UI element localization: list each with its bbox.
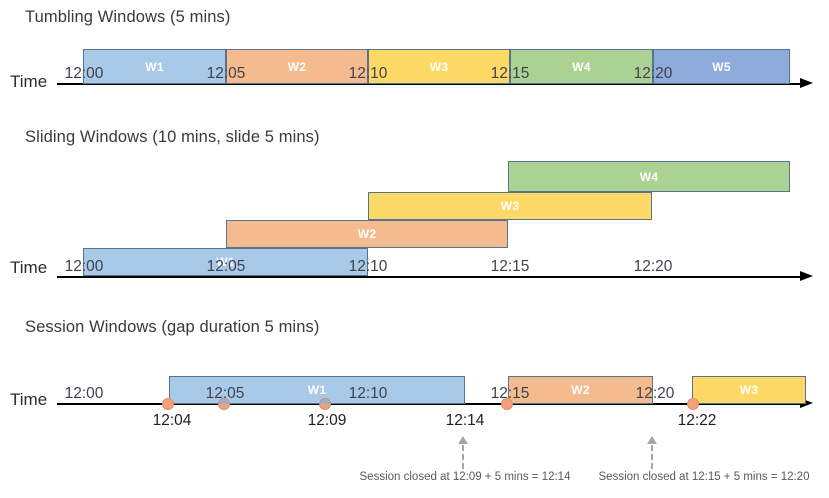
session-windows-tick-1215: 12:15 bbox=[490, 385, 530, 402]
sliding-windows-tick-1215: 12:15 bbox=[490, 258, 530, 275]
window-bar-label: W1 bbox=[145, 59, 164, 74]
window-bar-label: W5 bbox=[712, 59, 731, 74]
sliding-windows-tick-1220: 12:20 bbox=[633, 258, 673, 275]
callout-arrow-tail bbox=[651, 445, 653, 469]
tumbling-windows-tick-1205: 12:05 bbox=[206, 65, 246, 82]
tumbling-windows-window-w5: W5 bbox=[653, 49, 790, 84]
session-windows-tick-1205: 12:05 bbox=[205, 385, 245, 402]
tumbling-windows-title: Tumbling Windows (5 mins) bbox=[25, 8, 231, 26]
event-dot-1205 bbox=[218, 398, 230, 410]
session-windows-tick-1210: 12:10 bbox=[348, 385, 388, 402]
sliding-windows-tick-1210: 12:10 bbox=[348, 258, 388, 275]
sliding-windows-window-w4: W4 bbox=[508, 161, 790, 192]
window-bar-label: W1 bbox=[216, 255, 235, 269]
sliding-windows-window-w1: W1 bbox=[83, 248, 368, 276]
event-dot-1222 bbox=[687, 398, 699, 410]
window-bar-label: W2 bbox=[287, 59, 307, 74]
window-bar-label: W4 bbox=[572, 59, 591, 74]
tumbling-windows-axis-arrowhead-icon bbox=[800, 78, 813, 88]
window-bar-label: W3 bbox=[500, 199, 520, 213]
event-dot-1209 bbox=[319, 398, 331, 410]
session-windows-event-label-1222: 12:22 bbox=[677, 412, 717, 429]
session-windows-axis-arrowhead-icon bbox=[800, 398, 813, 408]
session-windows-time-axis bbox=[57, 403, 800, 406]
tumbling-windows-window-w1: W1 bbox=[83, 49, 226, 84]
callout-annotation-1: Session closed at 12:09 + 5 mins = 12:14 bbox=[359, 471, 571, 483]
tumbling-windows-window-w4: W4 bbox=[510, 49, 653, 84]
session-windows-event-label-1209: 12:09 bbox=[307, 412, 347, 429]
tumbling-windows-tick-1220: 12:20 bbox=[633, 65, 673, 82]
session-windows-tick-1220: 12:20 bbox=[635, 385, 675, 402]
window-bar-label: W2 bbox=[357, 227, 377, 241]
sliding-windows-axis-arrowhead-icon bbox=[800, 271, 813, 281]
session-windows-window-w3: W3 bbox=[692, 376, 806, 404]
callout-arrow-up-icon bbox=[647, 436, 657, 444]
sliding-windows-window-w2: W2 bbox=[226, 220, 508, 248]
window-bar-label: W2 bbox=[571, 383, 590, 397]
session-windows-tick-1200: 12:00 bbox=[64, 385, 104, 402]
sliding-windows-title: Sliding Windows (10 mins, slide 5 mins) bbox=[25, 128, 320, 146]
event-dot-1204 bbox=[162, 398, 174, 410]
callout-arrow-up-icon bbox=[458, 436, 468, 444]
window-bar-label: W1 bbox=[307, 383, 327, 397]
tumbling-windows-time-label: Time bbox=[10, 72, 48, 91]
callout-arrow-tail bbox=[462, 445, 464, 469]
tumbling-windows-tick-1200: 12:00 bbox=[64, 65, 104, 82]
callout-annotation-2: Session closed at 12:15 + 5 mins = 12:20 bbox=[598, 471, 810, 483]
window-bar-label: W4 bbox=[639, 169, 659, 184]
session-windows-event-label-1204: 12:04 bbox=[152, 412, 192, 429]
sliding-windows-time-axis bbox=[57, 276, 800, 279]
event-dot-1215 bbox=[501, 398, 513, 410]
tumbling-windows-time-axis bbox=[57, 83, 800, 86]
window-bar-label: W3 bbox=[739, 383, 759, 397]
tumbling-windows-tick-1215: 12:15 bbox=[490, 65, 530, 82]
session-windows-title: Session Windows (gap duration 5 mins) bbox=[25, 318, 320, 336]
session-windows-event-label-1214: 12:14 bbox=[445, 412, 485, 429]
sliding-windows-tick-1200: 12:00 bbox=[64, 258, 104, 275]
session-windows-window-w2: W2 bbox=[508, 376, 653, 404]
tumbling-windows-window-w3: W3 bbox=[368, 49, 510, 84]
sliding-windows-time-label: Time bbox=[10, 258, 48, 277]
tumbling-windows-tick-1210: 12:10 bbox=[348, 65, 388, 82]
tumbling-windows-window-w2: W2 bbox=[226, 49, 368, 84]
sliding-windows-tick-1205: 12:05 bbox=[206, 258, 246, 275]
sliding-windows-window-w3: W3 bbox=[368, 192, 652, 220]
session-windows-time-label: Time bbox=[10, 390, 48, 409]
window-bar-label: W3 bbox=[429, 59, 449, 74]
